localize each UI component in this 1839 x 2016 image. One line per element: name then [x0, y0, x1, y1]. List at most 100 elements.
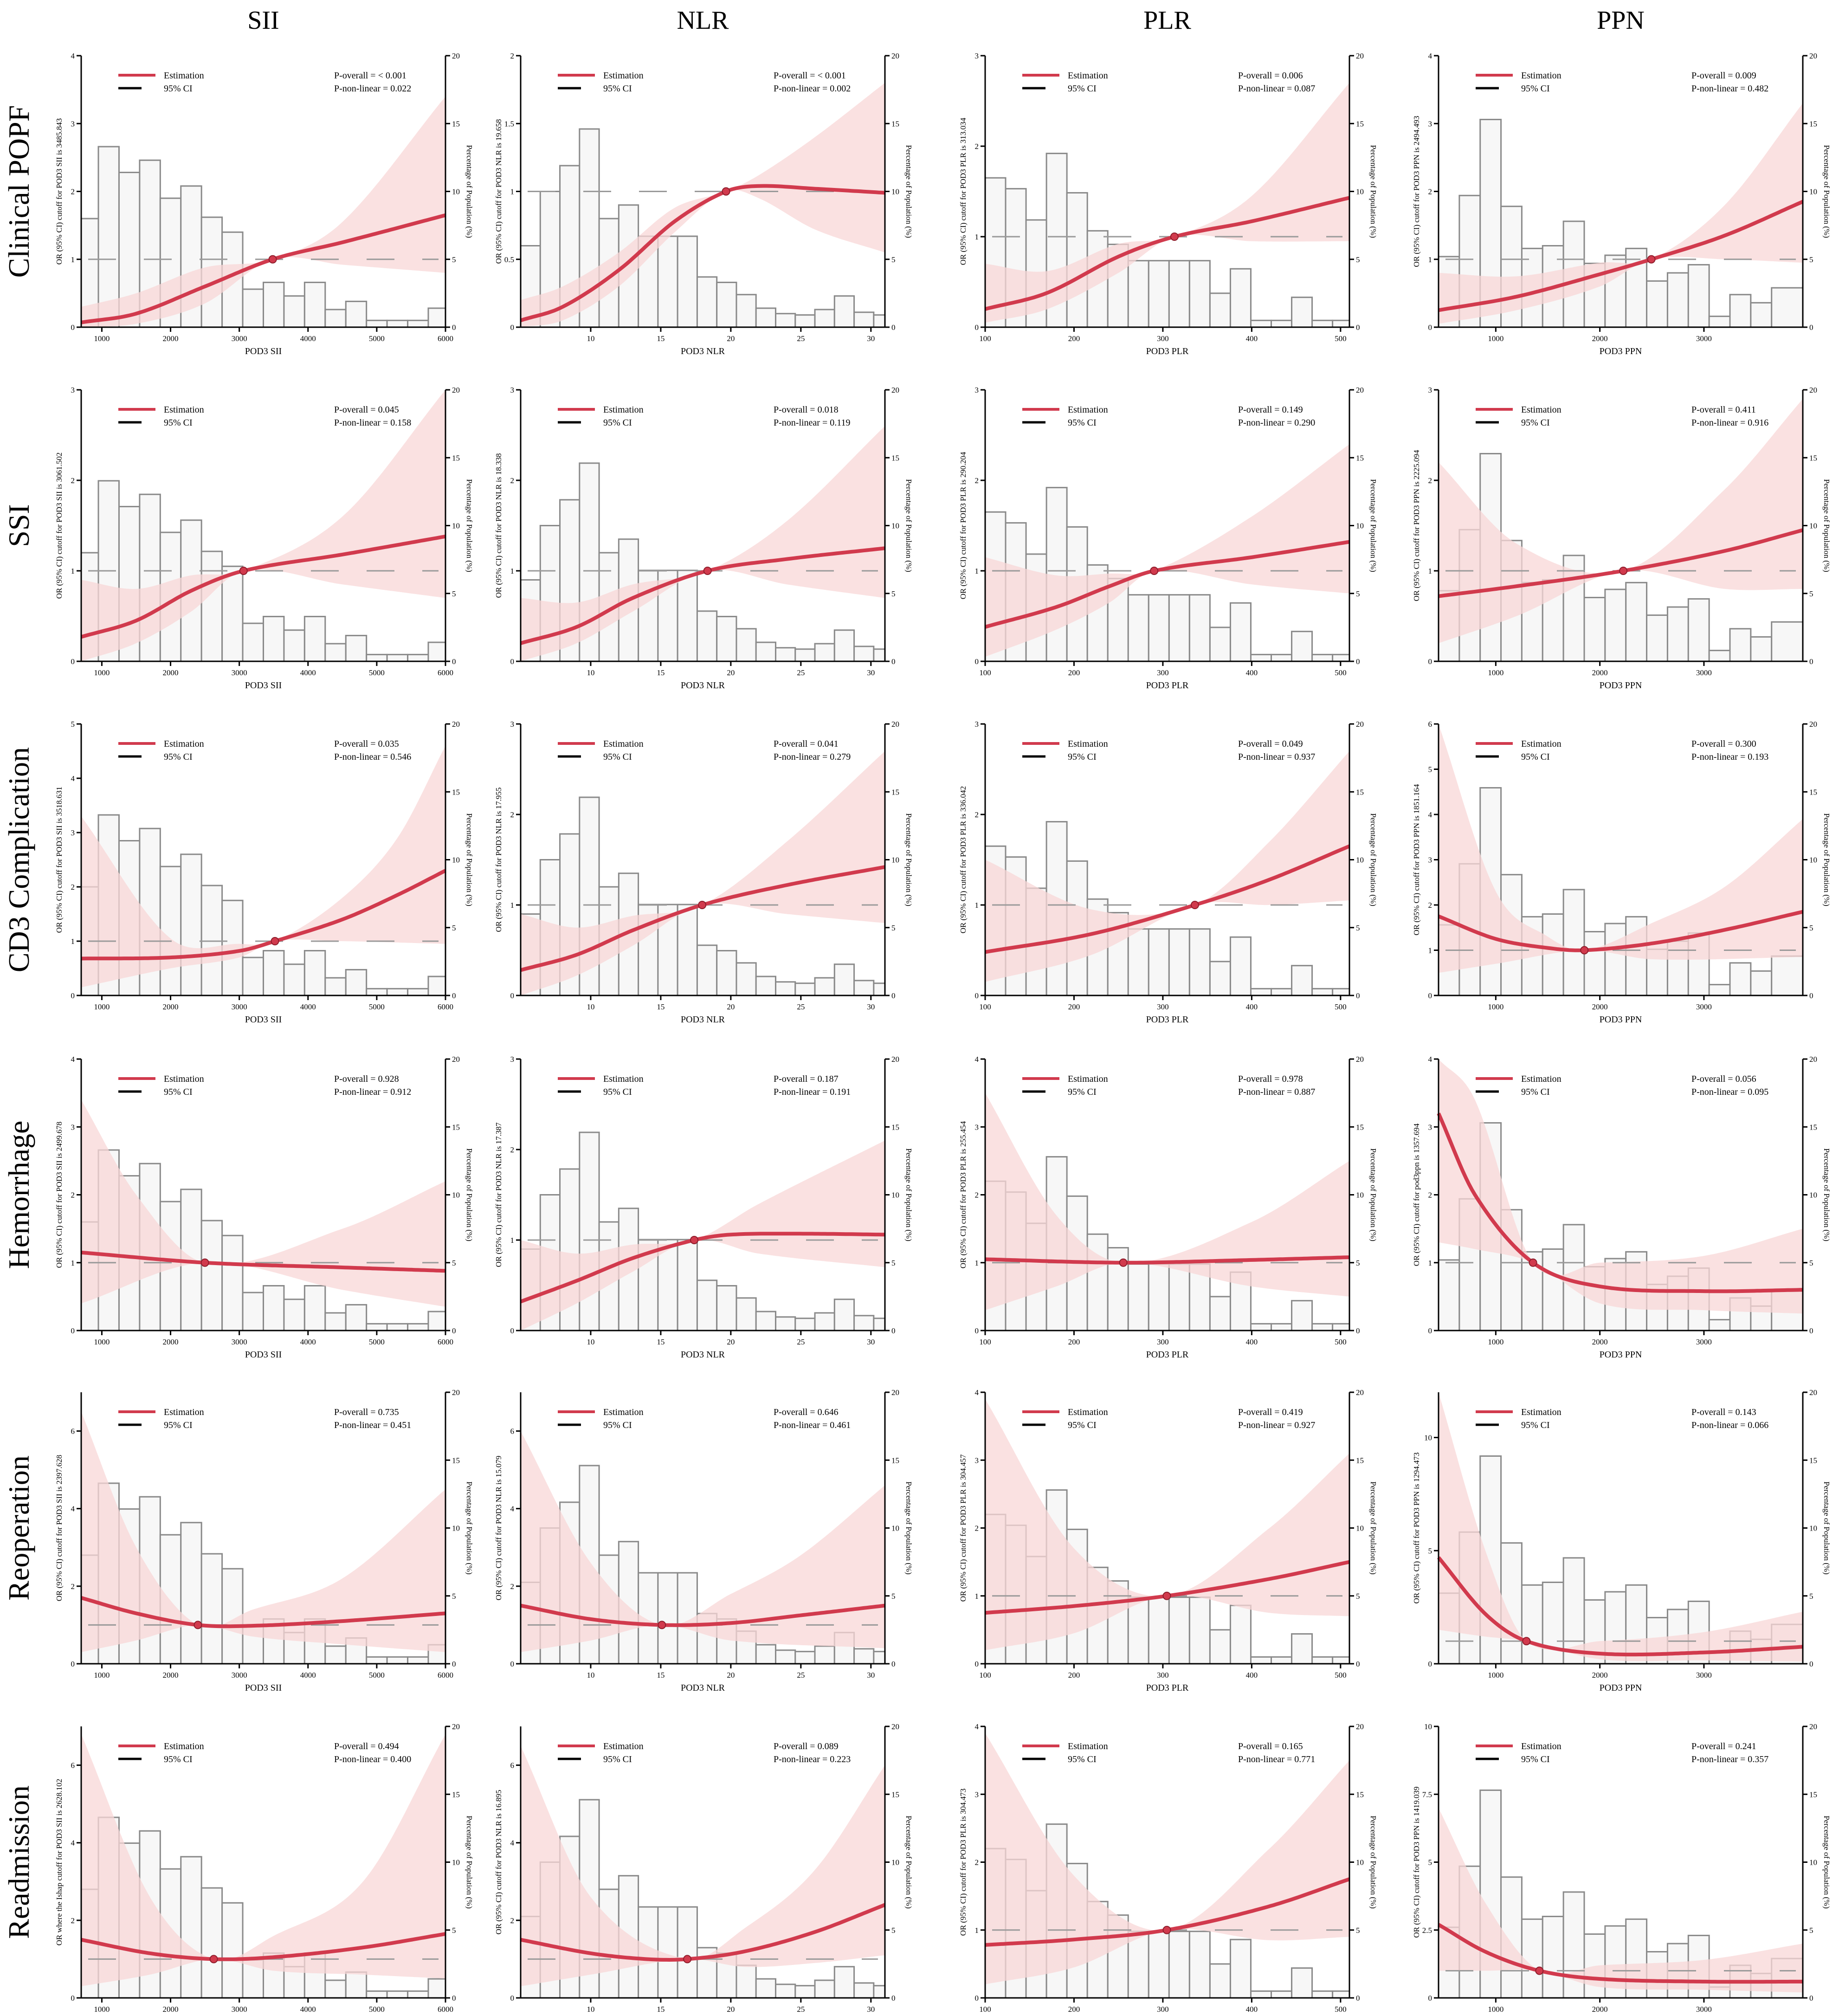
- cutoff-point: [1170, 233, 1179, 241]
- p-nonlinear: P-non-linear = 0.191: [774, 1087, 851, 1097]
- bottom-tick-label: 3000: [232, 668, 247, 677]
- bottom-tick-label: 5000: [369, 1002, 385, 1011]
- legend: Estimation 95% CI: [1022, 1074, 1108, 1097]
- histogram-bar: [775, 1984, 796, 1999]
- right-tick-label: 5: [891, 255, 896, 264]
- bottom-tick-label: 6000: [438, 1671, 453, 1680]
- x-axis-label: POD3 NLR: [681, 1014, 725, 1025]
- histogram-bar: [775, 1316, 796, 1331]
- histogram-bar: [200, 550, 223, 662]
- left-tick-label: 3: [71, 828, 75, 837]
- bottom-tick-label: 100: [979, 1338, 991, 1346]
- cutoff-point: [1522, 1637, 1531, 1646]
- histogram-bar: [200, 1220, 223, 1331]
- histogram-bar: [366, 988, 388, 996]
- right-axis-label: Percentage of Population (%): [1822, 813, 1831, 906]
- right-tick-label: 10: [891, 1191, 899, 1200]
- panel-1-2: 0 1 2 3 0 5 10 15 20 100 200 300 400 500 POD3 PLR OR (9…: [959, 386, 1378, 691]
- legend-estimation-label: Estimation: [164, 405, 204, 415]
- histogram-bar: [1708, 316, 1731, 328]
- bottom-tick-label: 200: [1068, 668, 1080, 677]
- bottom-tick-label: 3000: [1696, 1338, 1712, 1346]
- left-tick-label: 2: [71, 1582, 75, 1591]
- left-tick-label: 0: [71, 1660, 75, 1668]
- cutoff-point: [200, 1258, 209, 1267]
- bottom-tick-label: 200: [1068, 1671, 1080, 1680]
- histogram-bar: [242, 622, 265, 662]
- x-axis-label: POD3 NLR: [681, 1350, 725, 1360]
- histogram-bar: [1583, 597, 1606, 662]
- histogram-bar: [427, 976, 446, 996]
- histogram-bar: [1188, 1931, 1211, 1999]
- left-tick-label: 3: [71, 1123, 75, 1131]
- y-axis-label: OR (95% CI) cutoff for POD3 SII is 2499.…: [55, 1122, 64, 1268]
- left-tick-label: 2: [71, 883, 75, 892]
- right-tick-label: 10: [452, 1191, 460, 1200]
- cutoff-point: [1647, 255, 1656, 264]
- bottom-tick-label: 200: [1068, 1002, 1080, 1011]
- histogram-bar: [1332, 988, 1350, 996]
- right-tick-label: 10: [1809, 1858, 1817, 1867]
- panel-1-0: 0 1 2 3 0 5 10 15 20 1000 2000 3000 4000 5000 6000 POD3…: [55, 386, 474, 691]
- histogram-bar: [1250, 319, 1272, 328]
- histogram-bar: [407, 1323, 429, 1331]
- right-tick-label: 20: [1356, 1388, 1364, 1397]
- histogram-bar: [1148, 928, 1170, 996]
- p-overall: P-overall = 0.735: [334, 1407, 399, 1417]
- right-tick-label: 15: [1356, 1790, 1364, 1799]
- histogram-bar: [303, 950, 326, 996]
- histogram-bar: [1666, 272, 1689, 328]
- histogram-bar: [1562, 889, 1585, 996]
- right-tick-label: 20: [891, 1722, 899, 1731]
- bottom-tick-label: 2000: [163, 668, 179, 677]
- histogram-bar: [1438, 1259, 1460, 1331]
- p-nonlinear: P-non-linear = 0.357: [1691, 1754, 1768, 1764]
- histogram-bar: [345, 1304, 368, 1331]
- histogram-bar: [345, 634, 368, 662]
- ci-band: [81, 96, 445, 328]
- p-overall: P-overall = 0.646: [774, 1407, 839, 1417]
- legend-ci-label: 95% CI: [1068, 84, 1097, 94]
- histogram-bar: [579, 1131, 600, 1331]
- histogram-bar: [1750, 970, 1773, 996]
- bottom-tick-label: 2000: [1592, 668, 1608, 677]
- y-axis-label: OR (95% CI) cutoff for POD3 NLR is 16.89…: [494, 1790, 503, 1935]
- left-tick-label: 0: [510, 991, 515, 1000]
- legend: Estimation 95% CI: [1022, 739, 1108, 762]
- legend: Estimation 95% CI: [1022, 405, 1108, 428]
- bottom-tick-label: 6000: [438, 1002, 453, 1011]
- bottom-tick-label: 300: [1157, 1671, 1169, 1680]
- right-tick-label: 5: [1809, 1259, 1813, 1267]
- histogram-bar: [303, 1285, 326, 1331]
- histogram-bar: [853, 980, 875, 996]
- estimation-curve: [520, 546, 885, 645]
- bottom-tick-label: 15: [657, 2005, 665, 2014]
- legend-estimation-label: Estimation: [1521, 1407, 1562, 1417]
- right-tick-label: 0: [452, 323, 456, 332]
- right-tick-label: 20: [1356, 1055, 1364, 1064]
- bottom-tick-label: 100: [979, 334, 991, 343]
- bottom-tick-label: 3000: [1696, 1671, 1712, 1680]
- left-tick-label: 3: [975, 1456, 979, 1465]
- histogram-bar: [775, 1649, 796, 1665]
- bottom-tick-label: 500: [1335, 1338, 1347, 1346]
- histogram-bar: [1583, 931, 1606, 996]
- histogram-bar: [853, 1982, 875, 1999]
- estimation-curve: [81, 1250, 446, 1273]
- panel-3-2: 0 1 2 3 4 0 5 10 15 20 100 200 300 400 500 POD3 PLR OR (…: [959, 1055, 1378, 1360]
- right-tick-label: 10: [891, 522, 899, 530]
- p-overall: P-overall = 0.928: [334, 1074, 399, 1084]
- histogram-bar: [716, 1285, 737, 1331]
- histogram-bar: [180, 1856, 202, 1999]
- histogram-bar: [696, 944, 718, 996]
- bottom-tick-label: 500: [1335, 1002, 1347, 1011]
- left-tick-label: 4: [975, 1055, 979, 1064]
- histogram-bar: [1542, 1582, 1564, 1665]
- histogram-bar: [1332, 653, 1350, 662]
- histogram-bar: [283, 295, 305, 328]
- cutoff-point: [271, 937, 279, 945]
- bottom-tick-label: 15: [657, 1002, 665, 1011]
